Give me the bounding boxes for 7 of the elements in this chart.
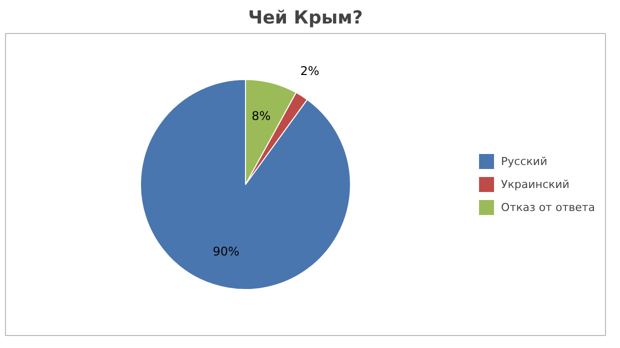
chart-title: Чей Крым? bbox=[248, 8, 363, 28]
data-label: 8% bbox=[252, 109, 271, 124]
legend-label: Отказ от ответа bbox=[501, 200, 595, 214]
legend-label: Украинский bbox=[501, 178, 570, 190]
data-label: 90% bbox=[212, 244, 240, 259]
legend-label: Русский bbox=[501, 154, 548, 168]
data-label: 2% bbox=[300, 64, 320, 78]
